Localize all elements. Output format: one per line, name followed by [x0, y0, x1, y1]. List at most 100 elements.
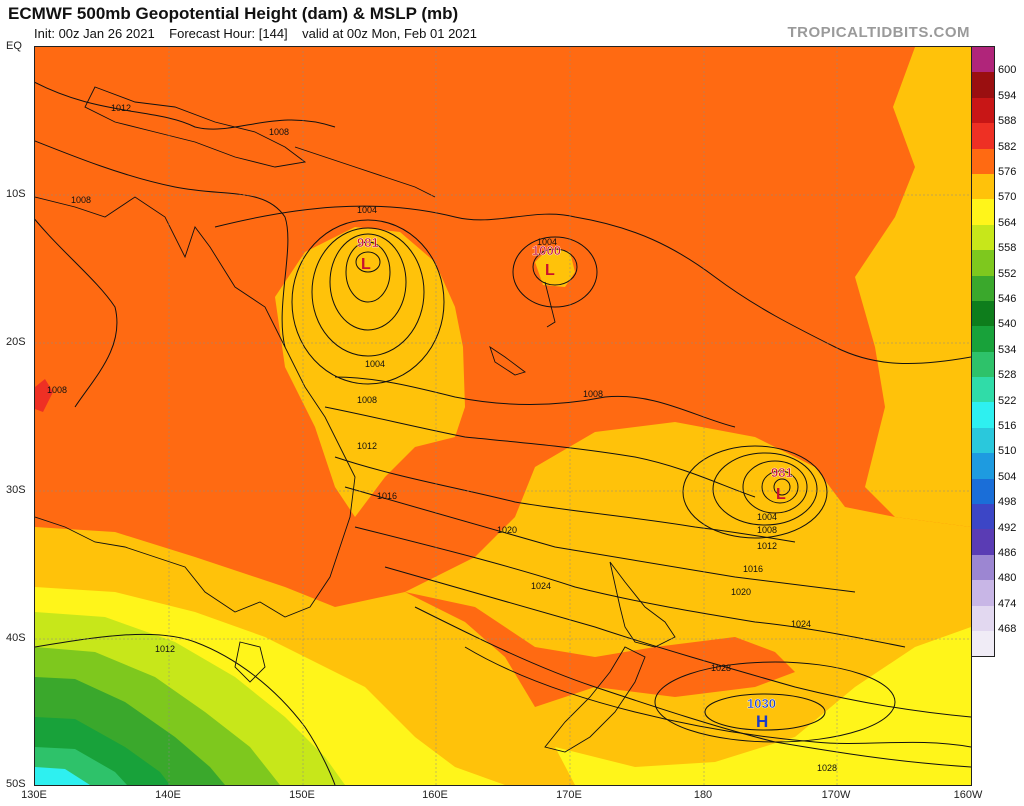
colorbar-tick-label: 564 [998, 216, 1017, 229]
colorbar-swatch [972, 300, 994, 327]
isobar-label: 1012 [155, 644, 175, 654]
coastlines [35, 86, 676, 753]
colorbar-swatch [972, 97, 994, 124]
isobar-label: 1008 [357, 395, 377, 405]
map-svg: 1012 1008 1008 1008 1004 1004 1004 1008 … [35, 47, 971, 785]
colorbar-swatch [972, 605, 994, 631]
colorbar-swatch [972, 123, 994, 149]
field-534 [35, 767, 90, 785]
colorbar-tick-label: 600 [998, 64, 1017, 77]
isobar-label: 1016 [377, 491, 397, 501]
low2-symbol: L [545, 262, 555, 279]
lon-label-160w: 160W [953, 789, 983, 801]
colorbar-tick-label: 510 [998, 445, 1017, 458]
coast-new-guinea [84, 86, 307, 168]
isobar-label: 1008 [269, 127, 289, 137]
colorbar-swatch [972, 427, 994, 454]
lon-label-150e: 150E [289, 789, 315, 801]
colorbar-swatch [972, 377, 994, 403]
coast-nz-north [609, 561, 676, 648]
colorbar-tick-label: 480 [998, 572, 1017, 585]
isobar-label: 1028 [711, 663, 731, 673]
colorbar-tick-label: 576 [998, 166, 1017, 178]
isobar-label: 1028 [817, 763, 837, 773]
isobar-label: 1012 [757, 541, 777, 551]
colorbar-swatch [972, 580, 994, 606]
lat-label-10s: 10S [6, 188, 26, 200]
lat-label-eq: EQ [6, 40, 22, 52]
lat-label-20s: 20S [6, 336, 26, 348]
colorbar-tick-label: 570 [998, 191, 1017, 204]
colorbar-swatch [972, 224, 994, 251]
lon-label-180: 180 [693, 789, 713, 801]
pressure-centers: 981 L 1000 L 981 L 1030 H [357, 235, 793, 731]
field-588-spot [35, 379, 53, 412]
map-panel: 1012 1008 1008 1008 1004 1004 1004 1008 … [34, 46, 972, 786]
colorbar-tick-label: 534 [998, 343, 1017, 356]
colorbar-tick-label: 522 [998, 394, 1017, 407]
colorbar-tick-label: 582 [998, 140, 1017, 153]
isobar-label: 1008 [47, 385, 67, 395]
colorbar-swatch [972, 478, 994, 505]
coast-vanuatu [544, 281, 556, 328]
low2-value: 1000 [532, 243, 561, 258]
isobar-label: 1004 [357, 205, 377, 215]
isobar-label: 1008 [71, 195, 91, 205]
colorbar-swatch [972, 529, 994, 555]
colorbar-tick-label: 558 [998, 242, 1017, 255]
field-582-tongue [405, 592, 795, 707]
low1-symbol: L [361, 256, 371, 273]
coast-nz-south [544, 646, 646, 753]
colorbar-swatch [972, 148, 994, 174]
colorbar-tick-label: 528 [998, 369, 1017, 382]
coast-solomon [294, 146, 436, 198]
colorbar-tick-label: 492 [998, 521, 1017, 534]
isobar-label: 1024 [791, 619, 811, 629]
misc-contours [512, 236, 896, 743]
isobar-label: 1020 [497, 525, 517, 535]
isobar-label: 1004 [757, 512, 777, 522]
field-570-east [555, 627, 971, 785]
colorbar-tick-label: 504 [998, 470, 1017, 483]
colorbar-tick-label: 594 [998, 89, 1017, 102]
isobar-label: 1016 [743, 564, 763, 574]
colorbar-swatch [972, 72, 994, 98]
colorbar-swatch [972, 47, 994, 73]
low3-value: 981 [771, 465, 793, 480]
isobar-label: 1020 [731, 587, 751, 597]
colorbar-swatch [972, 453, 994, 479]
isobar-label: 1004 [537, 237, 557, 247]
lon-label-160e: 160E [422, 789, 448, 801]
lat-label-50s: 50S [6, 778, 26, 790]
colorbar-tick-label: 474 [998, 597, 1017, 610]
field-576-east [855, 47, 971, 527]
low1-value: 981 [357, 235, 379, 250]
coast-australia [35, 196, 356, 618]
graticule [35, 47, 971, 785]
colorbar-swatch [972, 173, 994, 200]
low3-contours [682, 445, 828, 539]
chart-title: ECMWF 500mb Geopotential Height (dam) & … [8, 4, 459, 23]
lon-label-170e: 170E [556, 789, 582, 801]
colorbar-swatch [972, 504, 994, 530]
field-576-low2 [535, 247, 575, 287]
low1-contours [291, 219, 445, 385]
isobar-label: 1012 [111, 103, 131, 113]
colorbar-swatch [972, 199, 994, 225]
colorbar-swatch [972, 250, 994, 276]
colorbar-tick-label: 540 [998, 318, 1017, 331]
valid-time: valid at 00z Mon, Feb 01 2021 [302, 26, 477, 41]
brand-watermark: TROPICALTIDBITS.COM [787, 24, 970, 41]
lat-label-40s: 40S [6, 632, 26, 644]
lon-label-170w: 170W [821, 789, 851, 801]
colorbar-tick-label: 516 [998, 420, 1017, 432]
isobar-label: 1012 [357, 441, 377, 451]
high-value: 1030 [747, 696, 776, 711]
isobar-layer [35, 81, 971, 785]
init-time: Init: 00z Jan 26 2021 [34, 26, 155, 41]
colorbar-swatch [972, 630, 994, 657]
isobar-label-layer: 1012 1008 1008 1008 1004 1004 1004 1008 … [47, 103, 837, 773]
coast-tasmania [234, 641, 266, 683]
colorbar-tick-label: 498 [998, 496, 1017, 509]
colorbar-tick-label: 588 [998, 115, 1017, 128]
